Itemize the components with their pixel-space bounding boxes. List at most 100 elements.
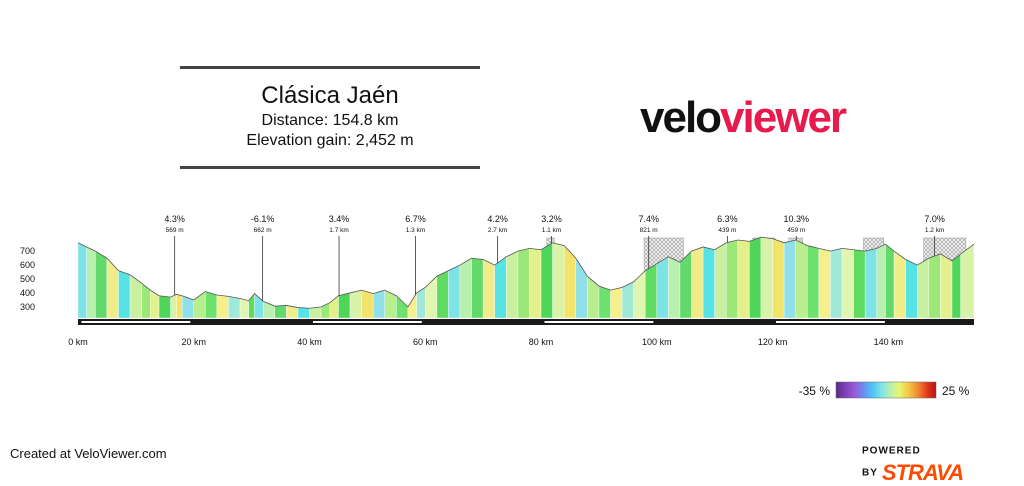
profile-segment-44 [540,242,553,319]
profile-segment-2 [95,250,108,319]
distance-bar-stripe-6 [776,321,885,323]
profile-segment-13 [205,291,218,319]
profile-segment-3 [106,257,119,319]
climb-length-7: 439 m [718,227,736,234]
race-distance: Distance: 154.8 km [261,112,399,129]
strava-logo: STRAVA [881,460,964,485]
profile-segment-28 [361,289,374,319]
x-tick-label-0: 0 km [68,337,88,347]
distance-bar [78,319,974,325]
climb-length-6: 821 m [640,227,658,234]
profile-segment-27 [349,289,362,319]
climb-length-0: 569 m [166,227,184,234]
profile-segment-35 [436,270,449,319]
y-tick-label-0: 300 [20,302,35,312]
climb-length-3: 1.3 km [406,227,426,234]
profile-segment-26 [338,292,351,319]
profile-segment-77 [917,257,930,319]
profile-segment-74 [885,243,895,319]
profile-segment-1 [86,246,96,319]
profile-segment-70 [841,248,854,319]
profile-segment-30 [384,289,397,319]
climb-gradient-7: 6.3% [717,214,738,224]
profile-segment-5 [129,274,142,319]
climb-gradient-8: 10.3% [784,214,810,224]
climb-length-1: 662 m [254,227,272,234]
profile-segment-10 [176,294,183,319]
profile-segment-79 [940,253,953,319]
profile-segment-41 [506,250,519,319]
profile-segment-15 [228,296,241,319]
profile-segment-38 [471,257,484,319]
climb-gradient-5: 3.2% [541,214,562,224]
climb-gradient-1: -6.1% [251,214,275,224]
profile-segment-6 [141,282,151,319]
gradient-legend-max: 25 % [942,384,970,398]
profile-segment-40 [494,256,507,319]
profile-outline [77,236,975,309]
profile-segment-57 [691,246,704,319]
y-tick-label-1: 400 [20,288,35,298]
distance-bar-stripe-4 [544,321,654,323]
profile-segment-62 [749,236,762,319]
profile-segment-31 [396,295,409,319]
profile-segment-49 [598,285,611,319]
veloviewer-logo: veloviewer [640,93,847,142]
profile-segment-39 [482,259,495,319]
profile-segment-7 [150,289,160,319]
climb-gradient-0: 4.3% [164,214,185,224]
race-title: Clásica Jaén [261,82,399,109]
climb-gradient-9: 7.0% [924,214,945,224]
created-at-text: Created at VeloViewer.com [10,446,167,461]
profile-segment-48 [587,275,600,319]
profile-segment-75 [893,250,906,319]
profile-segment-43 [529,248,542,319]
climb-gradient-3: 6.7% [405,214,426,224]
profile-segment-72 [864,248,877,319]
title-rule-bottom [180,166,480,169]
race-elevation-gain: Elevation gain: 2,452 m [246,132,414,149]
profile-segment-50 [610,287,623,319]
x-tick-label-1: 20 km [182,337,207,347]
distance-bar-stripe-0 [81,321,191,323]
profile-segment-45 [552,242,565,319]
profile-segment-37 [459,257,472,319]
profile-segment-4 [118,270,131,319]
profile-segment-78 [928,253,941,319]
profile-segment-65 [783,239,796,319]
profile-segment-36 [448,264,461,319]
profile-segment-51 [621,281,634,319]
y-tick-label-2: 500 [20,274,35,284]
title-rule-top [180,66,480,69]
profile-segment-73 [876,243,886,319]
profile-segment-20 [274,305,287,319]
gradient-legend-bar [835,381,937,399]
y-tick-label-4: 700 [20,246,35,256]
profile-segment-58 [702,246,715,319]
distance-bar-stripe-2 [312,321,422,323]
climb-length-4: 2.7 km [488,227,508,234]
profile-segment-81 [960,243,975,319]
logo-part-viewer: viewer [720,93,847,142]
profile-segment-0 [77,242,87,319]
climb-gradient-6: 7.4% [638,214,659,224]
climb-gradient-4: 4.2% [487,214,508,224]
profile-segment-64 [772,238,785,319]
gradient-legend-min: -35 % [799,384,831,398]
profile-segment-16 [239,298,249,319]
profile-segment-59 [714,242,727,319]
profile-segment-63 [760,236,773,319]
elevation-profile-chart: 4.3% 569 m -6.1% 662 m 3.4% 1.7 km 6.7% 1.3 km 4… [20,214,975,399]
climb-length-9: 1.2 km [925,227,945,234]
profile-segment-66 [795,239,808,319]
profile-segment-71 [853,249,866,319]
logo-part-velo: velo [640,93,722,142]
profile-segment-23 [309,306,322,319]
profile-segment-42 [517,248,530,319]
profile-segment-61 [737,239,750,319]
x-tick-label-2: 40 km [297,337,322,347]
title-box: Clásica Jaén Distance: 154.8 km Elevatio… [180,66,480,169]
profile-segment-29 [372,289,385,319]
climb-length-5: 1.1 km [542,227,562,234]
profile-segment-9 [170,294,177,319]
